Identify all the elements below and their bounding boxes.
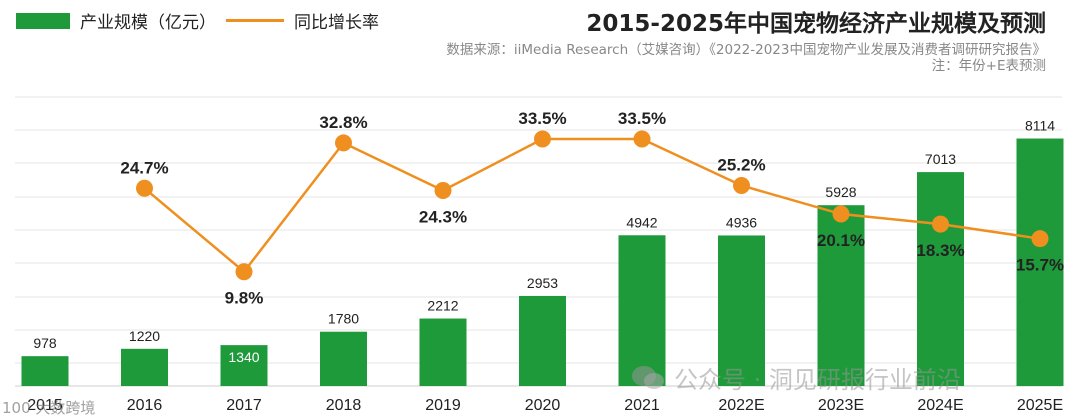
legend-line-swatch bbox=[226, 19, 284, 22]
bar-label-2020: 2953 bbox=[527, 275, 558, 291]
bar-2016 bbox=[121, 348, 168, 386]
x-tick-2015: 2015 bbox=[27, 397, 63, 414]
x-tick-2020: 2020 bbox=[525, 397, 561, 414]
growth-point-2023E bbox=[832, 205, 850, 223]
bar-2020 bbox=[519, 295, 566, 386]
x-tick-2017: 2017 bbox=[226, 397, 262, 414]
growth-point-2024E bbox=[932, 215, 949, 233]
growth-line bbox=[143, 137, 1041, 274]
x-tick-2023E: 2023E bbox=[818, 397, 864, 414]
bar-2019 bbox=[419, 318, 467, 386]
chart-note: 注：年份+E表预测 bbox=[931, 58, 1046, 74]
bar-label-2025E: 8114 bbox=[1025, 118, 1055, 134]
growth-label-2022E: 25.2% bbox=[717, 155, 765, 174]
bar-label-2015: 978 bbox=[33, 335, 57, 351]
growth-label-2021: 33.5% bbox=[618, 109, 666, 128]
corner-watermark: 100 大数跨境 bbox=[2, 399, 96, 417]
growth-label-2016: 24.7% bbox=[120, 158, 168, 177]
legend-line-entry: 同比增长率 bbox=[226, 8, 379, 33]
growth-label-2019: 24.3% bbox=[419, 208, 467, 227]
x-tick-2018: 2018 bbox=[326, 397, 362, 414]
chart-title: 2015-2025年中国宠物经济产业规模及预测 bbox=[586, 11, 1046, 37]
growth-label-2018: 32.8% bbox=[319, 113, 367, 132]
bar-value-labels: 978 1220 1340 1780 2212 2953 4942 4936 5928 7013 8… bbox=[33, 118, 1055, 366]
chart-source: 数据来源：iiMedia Research（艾媒咨询）《2022-2023中国宠… bbox=[446, 42, 1046, 58]
bar-label-2022E: 4936 bbox=[726, 214, 757, 230]
bar-2015 bbox=[21, 356, 69, 386]
legend-bar-label: 产业规模（亿元） bbox=[80, 13, 216, 33]
growth-label-2020: 33.5% bbox=[518, 109, 566, 128]
wechat-icon bbox=[632, 365, 664, 389]
watermark: 公众号 · 洞见研报行业前沿 bbox=[630, 360, 961, 395]
x-tick-2025E: 2025E bbox=[1017, 397, 1063, 414]
x-tick-2021: 2021 bbox=[624, 397, 660, 414]
growth-point-2018 bbox=[335, 134, 352, 152]
bar-label-2018: 1780 bbox=[328, 311, 359, 327]
legend-bar-entry: 产业规模（亿元） bbox=[16, 8, 216, 33]
bar-2022E bbox=[718, 235, 765, 386]
growth-point-2025E bbox=[1031, 230, 1049, 248]
growth-value-labels: 24.7% 9.8% 32.8% 24.3% 33.5% 33.5% 25.2% 20.1% 1… bbox=[120, 109, 1064, 308]
bar-2023E bbox=[817, 205, 865, 386]
bar-series bbox=[21, 138, 1064, 386]
watermark-text: 公众号 · 洞见研报行业前沿 bbox=[674, 366, 961, 394]
legend-line-label: 同比增长率 bbox=[294, 13, 379, 33]
x-tick-2019: 2019 bbox=[425, 397, 461, 414]
growth-label-2024E: 18.3% bbox=[916, 241, 964, 260]
bar-2017 bbox=[220, 345, 268, 386]
x-axis-tick-labels: 2015 2016 2017 2018 2019 2020 2021 2022E 2023E 20… bbox=[27, 397, 1063, 414]
bar-label-2016: 1220 bbox=[129, 328, 160, 344]
growth-label-2017: 9.8% bbox=[225, 289, 264, 308]
bar-label-2021: 4942 bbox=[626, 214, 657, 230]
bar-label-2024E: 7013 bbox=[925, 151, 956, 167]
bar-2024E bbox=[917, 172, 964, 386]
bar-label-2017: 1340 bbox=[228, 349, 259, 365]
growth-point-2017 bbox=[235, 263, 253, 281]
growth-point-2021 bbox=[633, 130, 651, 148]
growth-label-2023E: 20.1% bbox=[817, 231, 865, 250]
growth-point-2016 bbox=[136, 179, 153, 197]
growth-point-2022E bbox=[733, 176, 750, 194]
bar-label-2023E: 5928 bbox=[825, 184, 856, 200]
x-tick-2022E: 2022E bbox=[718, 397, 764, 414]
bar-2025E bbox=[1016, 138, 1064, 386]
growth-label-2025E: 15.7% bbox=[1016, 256, 1064, 275]
growth-point-2019 bbox=[434, 182, 452, 200]
legend-bar-swatch bbox=[16, 12, 70, 29]
growth-line-series bbox=[136, 130, 1049, 281]
bar-2021 bbox=[618, 235, 666, 386]
x-tick-2016: 2016 bbox=[127, 397, 163, 414]
x-tick-2024E: 2024E bbox=[917, 397, 963, 414]
growth-point-2020 bbox=[534, 130, 551, 148]
bar-2018 bbox=[320, 331, 367, 386]
bar-label-2019: 2212 bbox=[427, 298, 458, 314]
